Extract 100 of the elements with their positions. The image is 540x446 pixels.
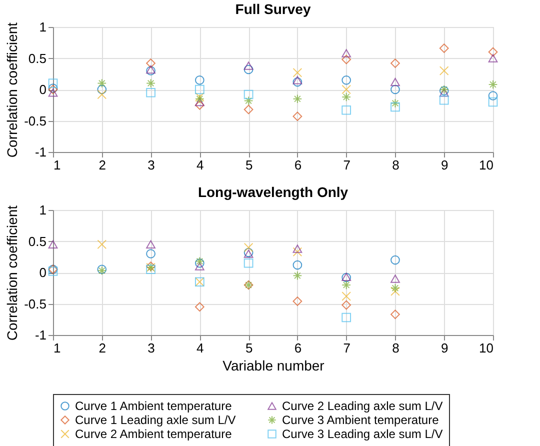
legend-label: Curve 2 Ambient temperature <box>75 427 232 441</box>
point <box>390 84 400 94</box>
point <box>194 100 204 110</box>
point <box>342 49 352 58</box>
x-tick-label: 8 <box>392 340 400 356</box>
point <box>48 88 58 97</box>
point <box>488 47 498 57</box>
x-tick-label: 10 <box>479 158 494 172</box>
point <box>292 260 302 270</box>
point <box>292 94 302 104</box>
y-axis-title: Correlation coefficient <box>4 22 20 158</box>
y-tick-label: 0 <box>39 82 46 97</box>
point <box>342 300 352 310</box>
point <box>390 255 400 265</box>
point <box>342 75 352 85</box>
point <box>194 84 204 94</box>
legend-label: Curve 3 Leading axle sum L/V <box>282 427 443 441</box>
x-tick-label: 1 <box>54 340 61 356</box>
x-tick-label: 5 <box>245 340 253 356</box>
point <box>342 54 352 64</box>
point <box>390 78 400 86</box>
point <box>488 97 498 107</box>
legend-label: Curve 1 Ambient temperature <box>75 399 232 413</box>
point <box>146 240 156 248</box>
point <box>244 242 254 252</box>
y-tick-label: -1 <box>34 144 46 160</box>
x-tick-label: 8 <box>392 158 400 172</box>
point <box>292 112 302 122</box>
point <box>97 78 107 88</box>
point <box>292 77 302 87</box>
x-tick-label: 9 <box>440 340 448 356</box>
point <box>244 96 254 106</box>
point <box>146 58 156 68</box>
x-tick-label: 3 <box>148 158 155 172</box>
point <box>439 66 449 76</box>
point <box>244 90 254 100</box>
y-tick-label: -0.5 <box>24 113 46 128</box>
x-tick-label: 9 <box>440 158 448 172</box>
point <box>342 105 352 115</box>
y-tick-label: 0 <box>39 265 46 280</box>
point <box>390 58 400 68</box>
y-tick-label: 1 <box>39 202 46 218</box>
x-tick-label: 2 <box>98 340 106 356</box>
x-tick-label: 7 <box>343 158 350 172</box>
legend-label: Curve 2 Leading axle sum L/V <box>282 399 443 413</box>
point <box>439 44 449 53</box>
point <box>342 280 352 290</box>
point <box>390 98 400 108</box>
point <box>146 78 156 88</box>
x-tick-label: 3 <box>148 340 155 356</box>
point <box>146 249 156 258</box>
point <box>194 262 204 270</box>
point <box>97 90 107 100</box>
x-tick-label: 6 <box>294 340 302 356</box>
point <box>390 286 400 296</box>
x-tick-label: 2 <box>98 158 106 172</box>
point <box>48 240 58 248</box>
x-tick-label: 6 <box>294 158 302 172</box>
point <box>488 91 498 100</box>
y-tick-label: 1 <box>39 20 46 34</box>
point <box>244 104 254 114</box>
x-tick-label: 4 <box>196 158 204 172</box>
point <box>488 54 498 62</box>
point <box>390 274 400 283</box>
point <box>342 92 352 102</box>
point <box>146 88 156 98</box>
point <box>97 240 107 250</box>
point <box>48 78 58 88</box>
x-axis-title: Variable number <box>222 358 325 374</box>
point <box>292 247 302 257</box>
point <box>292 76 302 84</box>
point <box>292 68 302 78</box>
point <box>194 75 204 85</box>
point <box>194 302 204 312</box>
point <box>244 64 254 74</box>
x-tick-label: 5 <box>245 158 253 172</box>
y-tick-label: -0.5 <box>24 296 46 312</box>
point <box>342 292 352 301</box>
point <box>439 95 449 105</box>
point <box>292 296 302 306</box>
point <box>342 84 352 94</box>
point <box>390 283 400 293</box>
point <box>244 62 254 70</box>
chart-title: Long-wavelength Only <box>198 184 348 200</box>
x-tick-label: 1 <box>54 158 61 172</box>
y-axis-title: Correlation coefficient <box>4 205 20 341</box>
y-tick-label: 0.5 <box>28 234 46 249</box>
x-tick-label: 4 <box>196 340 204 356</box>
point <box>292 244 302 253</box>
point <box>390 102 400 112</box>
point <box>97 84 107 94</box>
legend-label: Curve 3 Ambient temperature <box>282 413 440 427</box>
point <box>292 270 302 280</box>
x-tick-label: 10 <box>479 340 494 356</box>
y-tick-label: -1 <box>34 328 46 342</box>
x-tick-label: 7 <box>343 340 350 356</box>
point <box>244 258 254 268</box>
y-tick-label: 0.5 <box>28 50 46 66</box>
point <box>342 312 352 322</box>
point <box>390 310 400 320</box>
